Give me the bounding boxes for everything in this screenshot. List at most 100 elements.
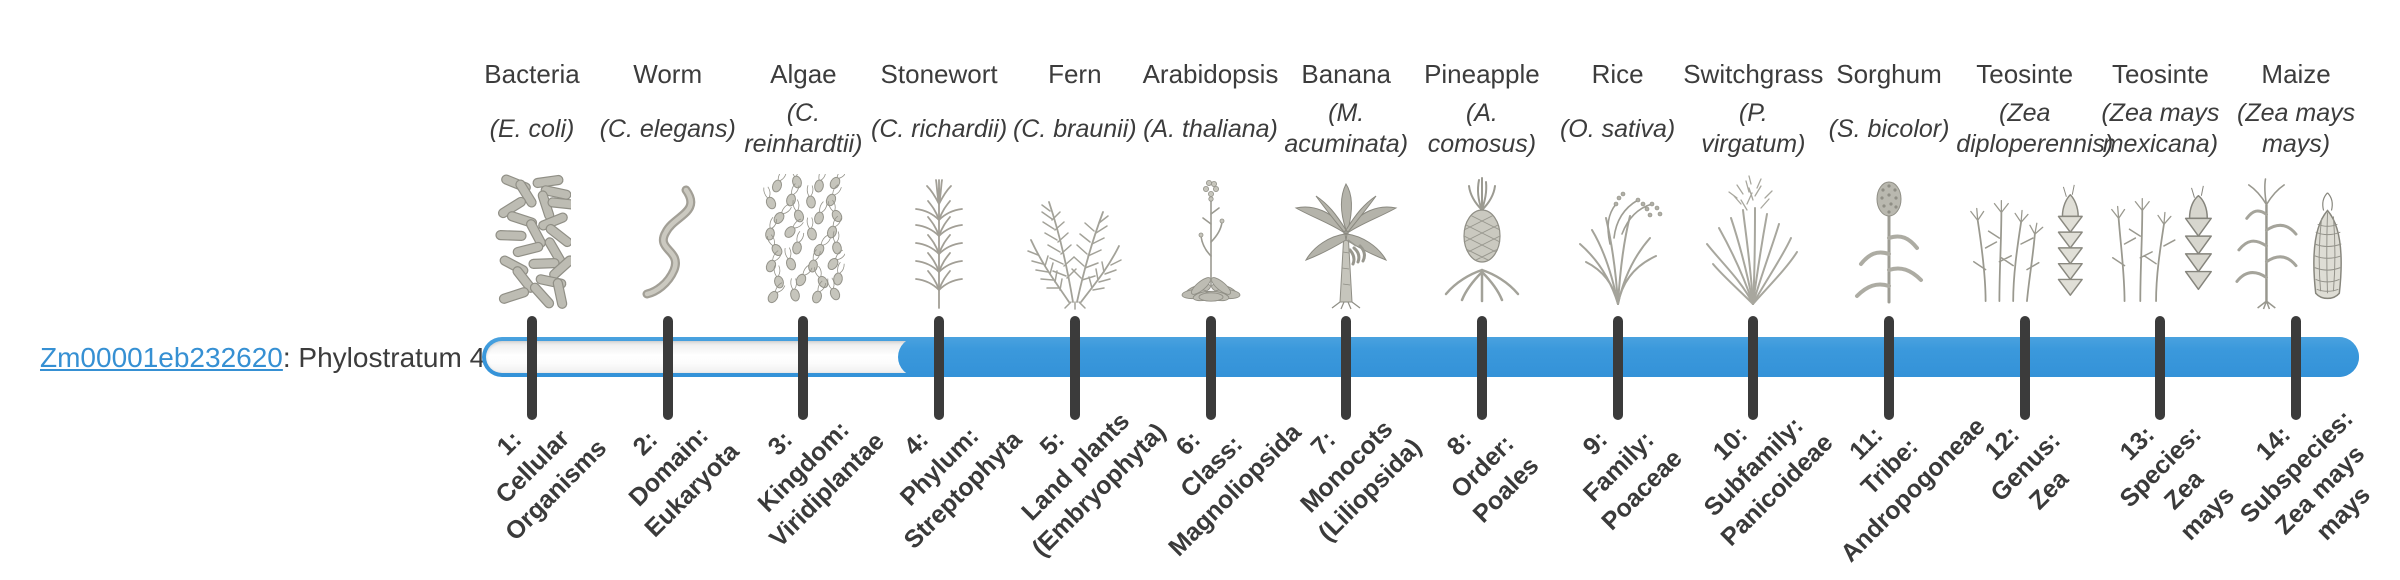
organism-name: Teosinte <box>2111 59 2209 89</box>
stage-label-7: 7: Monocots (Liliopsida) <box>1295 415 1428 548</box>
organism-header: Worm (C. elegans) <box>588 58 748 162</box>
fern-icon <box>1010 166 1140 312</box>
stage-label-14: 14: Subspecies: Zea mays mays <box>2234 404 2376 546</box>
organism-species-wrap: (A. comosus) <box>1402 96 1562 162</box>
organism-header: Bacteria (E. coli) <box>452 58 612 162</box>
organism-name: Algae <box>770 59 837 89</box>
organism-name: Rice <box>1591 59 1644 89</box>
stage-tick-5 <box>1069 316 1080 420</box>
organism-species-wrap: (M. acuminata) <box>1266 96 1426 162</box>
rice-icon <box>1553 166 1683 312</box>
organism-species: (M. acuminata) <box>1284 99 1409 158</box>
stage-tick-13 <box>2155 316 2166 420</box>
stage-tick-7 <box>1341 316 1352 420</box>
stage-tick-4 <box>934 316 945 420</box>
organism-header: Algae (C. reinhardtii) <box>723 58 883 162</box>
organism-species-wrap: (S. bicolor) <box>1809 96 1969 162</box>
organism-species: (P. virgatum) <box>1701 99 1806 158</box>
stage-tick-11 <box>1884 316 1894 420</box>
organism-species: (O. sativa) <box>1559 114 1676 143</box>
organism-species-wrap: (P. virgatum) <box>1673 96 1833 162</box>
organism-species-wrap: (Zea diploperennis) <box>1945 96 2114 162</box>
organism-header: Stonewort (C. richardii) <box>859 58 1019 162</box>
organism-name: Arabidopsis <box>1142 59 1279 89</box>
organism-name: Switchgrass <box>1683 59 1824 89</box>
stage-tick-10 <box>1748 316 1759 420</box>
bar-filled-region <box>898 337 2359 377</box>
stage-tick-3 <box>798 316 809 420</box>
organism-header: Rice (O. sativa) <box>1538 58 1698 162</box>
organism-species: (A. comosus) <box>1427 99 1537 158</box>
organism-header: Banana (M. acuminata) <box>1266 58 1426 162</box>
organism-header: Switchgrass (P. virgatum) <box>1673 58 1833 162</box>
organism-name: Teosinte <box>1976 59 2074 89</box>
organism-species: (S. bicolor) <box>1828 114 1950 143</box>
bacteria-icon <box>467 166 597 312</box>
organism-header: Sorghum (S. bicolor) <box>1809 58 1969 162</box>
organism-species: (Zea mays mays) <box>2237 99 2356 158</box>
organism-name: Stonewort <box>880 59 998 89</box>
gene-phylostratum-text: : Phylostratum 4 <box>282 342 486 373</box>
algae-icon <box>738 166 868 312</box>
pineapple-icon <box>1417 166 1547 312</box>
organism-header: Teosinte (Zea mays mexicana) <box>2080 58 2240 162</box>
worm-icon <box>603 166 733 312</box>
organism-species-wrap: (C. elegans) <box>588 96 748 162</box>
organism-species: (E. coli) <box>489 114 575 143</box>
organism-name: Sorghum <box>1836 59 1942 89</box>
arabidopsis-icon <box>1146 166 1276 312</box>
organism-species: (C. braunii) <box>1012 114 1137 143</box>
organism-species-wrap: (A. thaliana) <box>1131 96 1291 162</box>
maize-icon <box>2231 166 2361 312</box>
stage-label-4: 4: Phylum: Streptophyta <box>894 421 1028 555</box>
organism-header: Arabidopsis (A. thaliana) <box>1131 58 1291 162</box>
organism-species-wrap: (Zea mays mexicana) <box>2080 96 2240 162</box>
organism-species: (Zea mays mexicana) <box>2101 99 2220 158</box>
teosinte-mexicana-icon <box>2095 166 2225 312</box>
organism-species-wrap: (Zea mays mays) <box>2216 96 2376 162</box>
stage-label-9: 9: Family: Poaceae <box>1577 425 1688 536</box>
organism-name: Banana <box>1301 59 1392 89</box>
organism-header: Teosinte (Zea diploperennis) <box>1945 58 2114 162</box>
gene-id-link[interactable]: Zm00001eb232620 <box>40 342 283 373</box>
stage-tick-6 <box>1205 316 1216 420</box>
phylostrata-bar <box>482 337 2359 377</box>
organism-name: Worm <box>633 59 703 89</box>
organism-header: Pineapple (A. comosus) <box>1402 58 1562 162</box>
organism-species: (C. richardii) <box>871 114 1008 143</box>
organism-species: (A. thaliana) <box>1143 114 1278 143</box>
organism-name: Pineapple <box>1424 59 1540 89</box>
switchgrass-icon <box>1688 166 1818 312</box>
gene-label: Zm00001eb232620: Phylostratum 4 <box>40 342 485 374</box>
stage-tick-12 <box>2019 316 2030 420</box>
stage-label-8: 8: Order: Poales <box>1441 425 1545 529</box>
stage-label-2: 2: Domain: Eukaryota <box>623 421 745 543</box>
organism-species-wrap: (C. braunii) <box>995 96 1155 162</box>
stage-label-1: 1: Cellular Organisms <box>490 424 613 547</box>
organism-header: Maize (Zea mays mays) <box>2216 58 2376 162</box>
organism-species-wrap: (O. sativa) <box>1538 96 1698 162</box>
bar-unfilled-track <box>486 341 946 373</box>
organism-species: (C. elegans) <box>599 114 736 143</box>
organism-header: Fern (C. braunii) <box>995 58 1155 162</box>
banana-icon <box>1281 166 1411 312</box>
organism-name: Bacteria <box>484 59 580 89</box>
organism-species-wrap: (C. richardii) <box>859 96 1019 162</box>
organism-name: Fern <box>1048 59 1102 89</box>
organism-species: (Zea diploperennis) <box>1956 99 2114 158</box>
teosinte-diploperennis-icon <box>1960 166 2090 312</box>
organism-species-wrap: (C. reinhardtii) <box>723 96 883 162</box>
stage-label-3: 3: Kingdom: Viridiplantae <box>752 415 891 553</box>
stage-tick-1 <box>527 316 537 420</box>
stage-tick-2 <box>662 316 673 420</box>
stage-label-11: 11: Tribe: Andropogoneae <box>1835 412 1991 568</box>
organism-species-wrap: (E. coli) <box>452 96 612 162</box>
stonewort-icon <box>874 166 1004 312</box>
stage-tick-8 <box>1476 316 1487 420</box>
organism-species: (C. reinhardtii) <box>744 99 863 158</box>
sorghum-icon <box>1824 166 1954 312</box>
organism-name: Maize <box>2261 59 2331 89</box>
stage-tick-14 <box>2291 316 2302 420</box>
stage-tick-9 <box>1612 316 1623 420</box>
